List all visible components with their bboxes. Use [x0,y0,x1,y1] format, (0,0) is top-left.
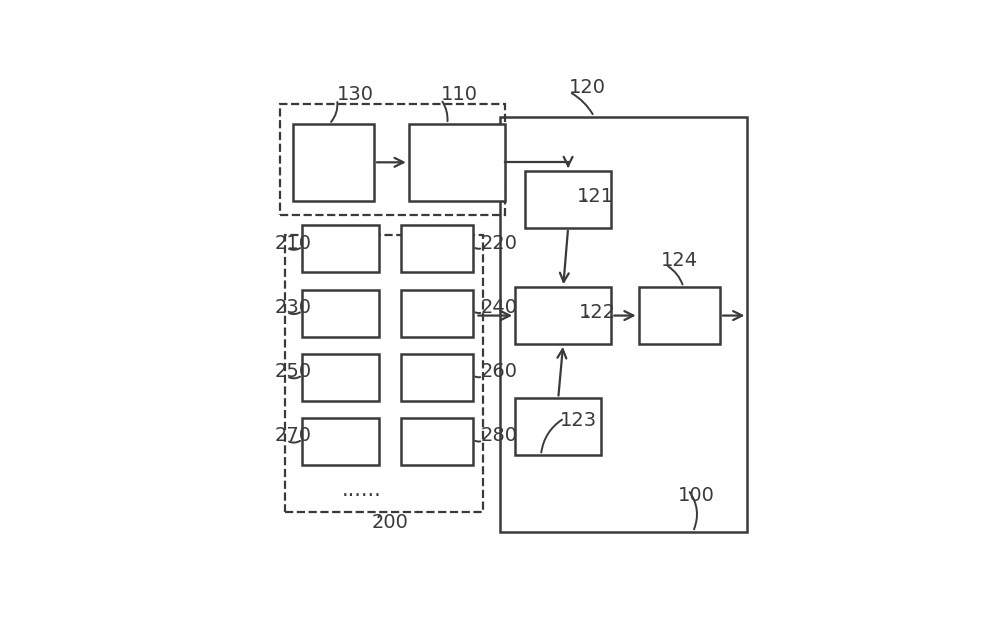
Bar [302,418,379,465]
Text: 200: 200 [372,513,408,532]
Text: 230: 230 [274,298,311,317]
Text: 240: 240 [480,298,517,317]
Bar [401,418,473,465]
Text: 270: 270 [274,426,311,446]
Bar [302,354,379,401]
Bar [280,104,505,216]
Text: 250: 250 [274,362,311,381]
Text: 130: 130 [337,85,374,104]
Bar [401,225,473,272]
Bar [293,124,374,200]
Text: 110: 110 [441,85,478,104]
Bar [515,287,611,344]
Bar [302,290,379,336]
Bar [401,290,473,336]
Text: 280: 280 [480,426,517,446]
Bar [285,235,483,512]
Text: 121: 121 [577,187,614,205]
Text: 210: 210 [274,234,311,252]
Bar [401,354,473,401]
Text: 260: 260 [480,362,517,381]
Bar [500,117,747,532]
Bar [409,124,505,200]
Text: 124: 124 [661,251,698,270]
Text: 220: 220 [480,234,517,252]
Bar [302,225,379,272]
Text: 100: 100 [678,485,715,505]
Text: 120: 120 [569,78,606,97]
Text: 122: 122 [579,303,616,322]
Bar [525,171,611,228]
Text: 123: 123 [559,412,597,431]
Text: ......: ...... [342,480,382,499]
Bar [639,287,720,344]
Bar [515,398,601,455]
